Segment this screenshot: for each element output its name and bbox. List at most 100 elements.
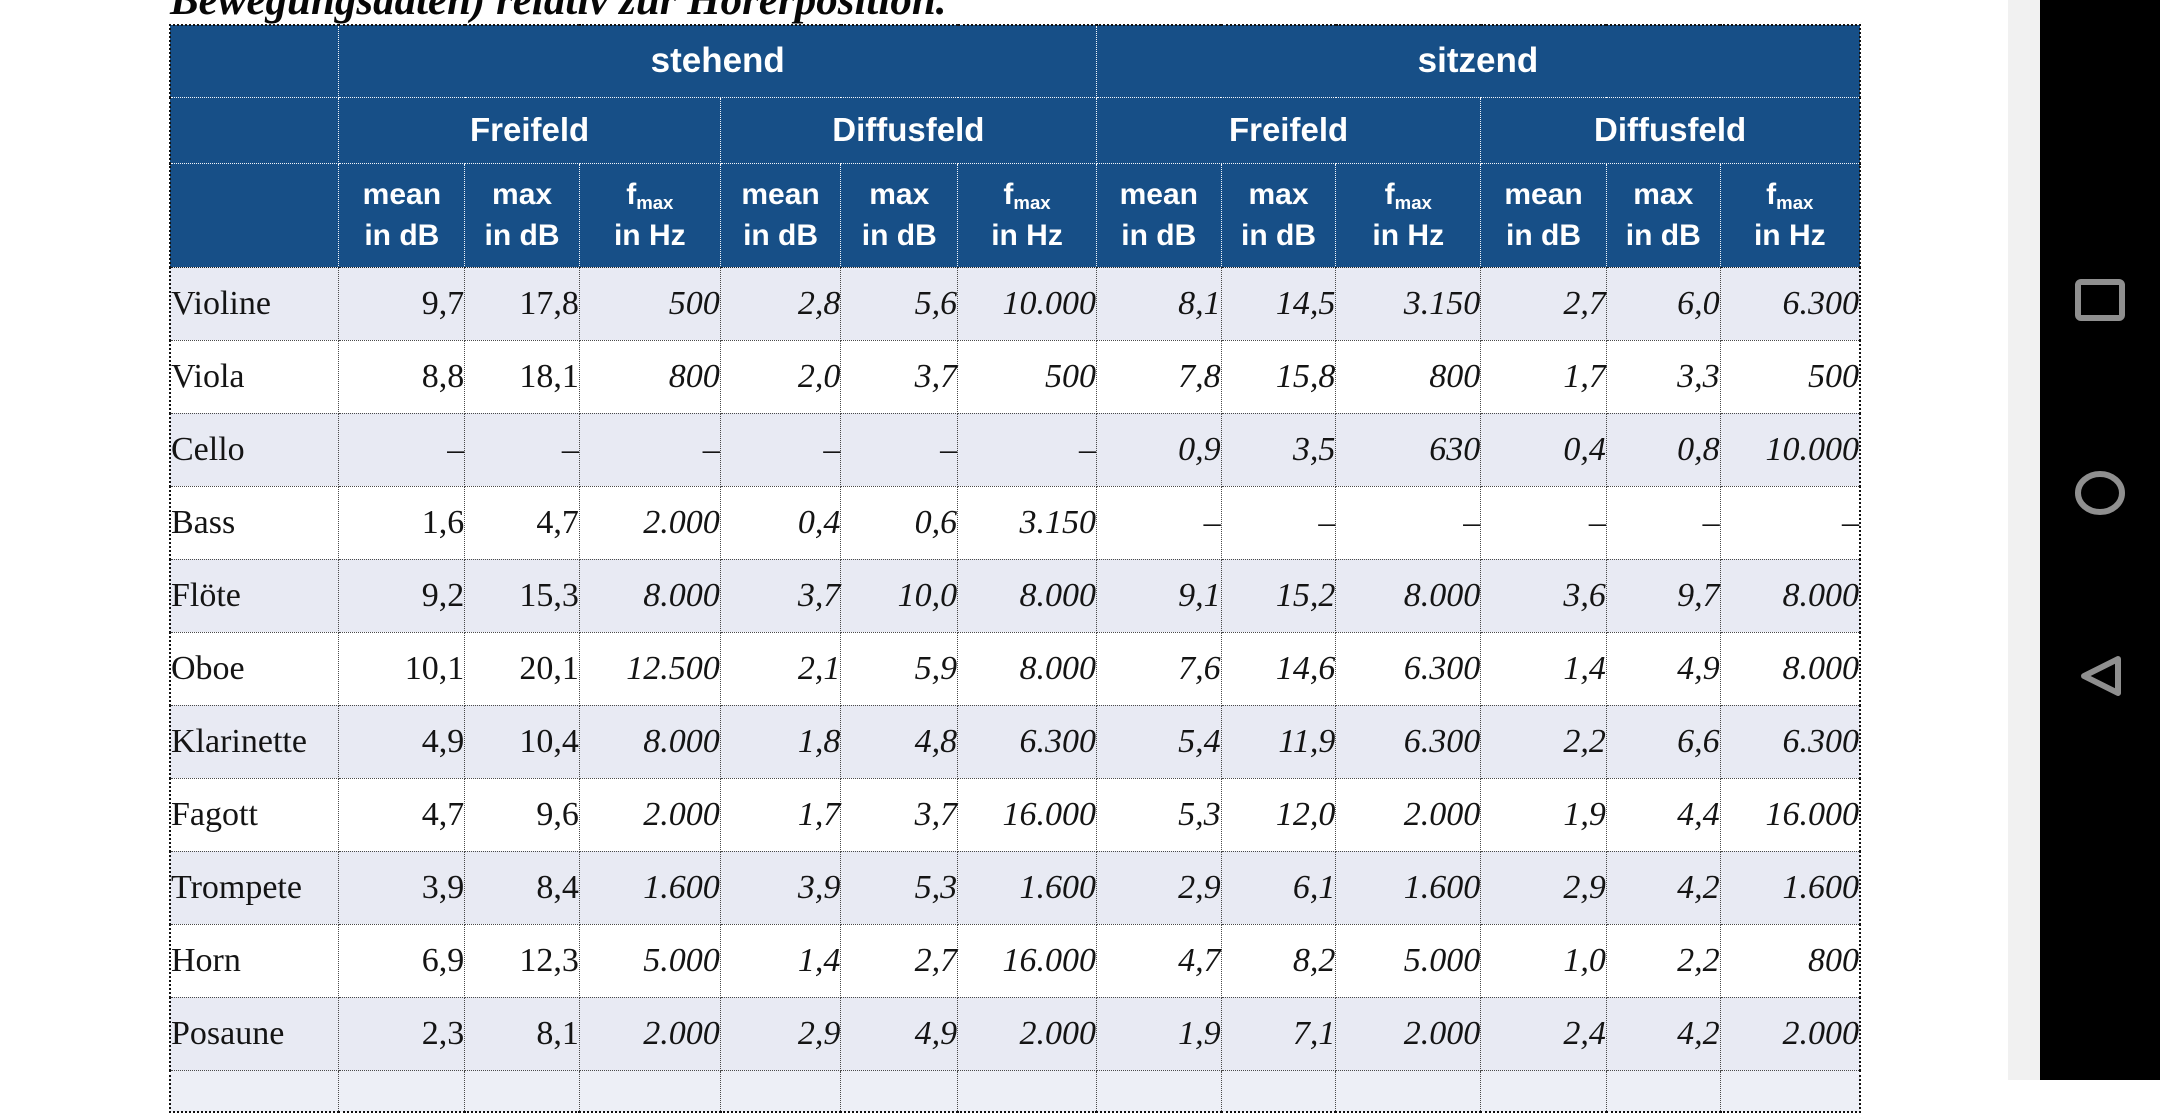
group-header-sitzend: sitzend: [1095, 24, 1861, 98]
value-cell: 8,8: [338, 339, 466, 414]
value-cell: 8,1: [1095, 266, 1222, 341]
field-header-freifeld: Freifeld: [338, 96, 721, 164]
value-cell: 3,7: [840, 777, 959, 852]
value-cell: 3,9: [719, 850, 842, 925]
col-header-mean-db: mean in dB: [338, 162, 466, 268]
home-circle-icon[interactable]: [2074, 470, 2126, 516]
value-cell: 16.000: [957, 777, 1097, 852]
value-cell: 2.000: [578, 485, 721, 560]
recents-square-icon[interactable]: [2074, 278, 2126, 322]
value-cell: 5,4: [1095, 704, 1222, 779]
value-cell: 6,6: [1605, 704, 1721, 779]
value-cell: 8.000: [1719, 558, 1861, 633]
value-cell: 15,8: [1220, 339, 1337, 414]
value-cell: 1,7: [1480, 339, 1607, 414]
value-cell: 6,9: [338, 923, 466, 998]
corner-cell: [169, 96, 340, 164]
value-cell: 630: [1335, 412, 1482, 487]
instrument-cell: Posaune: [169, 996, 340, 1071]
value-cell: 2,2: [1605, 923, 1721, 998]
col-header-fmax-hz: fmax in Hz: [1719, 162, 1861, 268]
value-cell: [1605, 1069, 1721, 1112]
value-cell: 3.150: [1335, 266, 1482, 341]
value-cell: –: [957, 412, 1097, 487]
value-cell: 0,9: [1095, 412, 1222, 487]
value-cell: 1,4: [719, 923, 842, 998]
value-cell: 4,7: [1095, 923, 1222, 998]
col-header-max-db: max in dB: [840, 162, 959, 268]
value-cell: 800: [1335, 339, 1482, 414]
value-cell: 8,2: [1220, 923, 1337, 998]
value-cell: 5,3: [1095, 777, 1222, 852]
value-cell: 2,3: [338, 996, 466, 1071]
table-row: Viola 8,8 18,1 800 2,0 3,7 500 7,8 15,8 …: [169, 339, 1861, 414]
value-cell: 0,4: [1480, 412, 1607, 487]
value-cell: –: [719, 412, 842, 487]
value-cell: –: [840, 412, 959, 487]
value-cell: 500: [578, 266, 721, 341]
value-cell: 6.300: [1335, 631, 1482, 706]
value-cell: [840, 1069, 959, 1112]
table-row: Klarinette 4,9 10,4 8.000 1,8 4,8 6.300 …: [169, 704, 1861, 779]
instrument-cell: Horn: [169, 923, 340, 998]
value-cell: 8.000: [957, 558, 1097, 633]
table-row: Fagott 4,7 9,6 2.000 1,7 3,7 16.000 5,3 …: [169, 777, 1861, 852]
field-header-freifeld: Freifeld: [1095, 96, 1482, 164]
value-cell: 2.000: [578, 996, 721, 1071]
instrument-cell: Cello: [169, 412, 340, 487]
table-row: Cello – – – – – – 0,9 3,5 630 0,4 0,8 10…: [169, 412, 1861, 487]
value-cell: 5,6: [840, 266, 959, 341]
value-cell: 0,8: [1605, 412, 1721, 487]
value-cell: 3,7: [719, 558, 842, 633]
value-cell: 3,7: [840, 339, 959, 414]
value-cell: 1.600: [578, 850, 721, 925]
field-header-row: Freifeld Diffusfeld Freifeld Diffusfeld: [169, 96, 1861, 164]
value-cell: 9,7: [338, 266, 466, 341]
value-cell: 8.000: [578, 558, 721, 633]
back-triangle-icon[interactable]: [2076, 653, 2124, 699]
value-cell: 2,7: [840, 923, 959, 998]
value-cell: 4,7: [464, 485, 580, 560]
value-cell: 3,3: [1605, 339, 1721, 414]
value-cell: 2,1: [719, 631, 842, 706]
value-cell: 2,9: [1095, 850, 1222, 925]
value-cell: 4,8: [840, 704, 959, 779]
value-cell: [1220, 1069, 1337, 1112]
value-cell: 3,9: [338, 850, 466, 925]
value-cell: 4,7: [338, 777, 466, 852]
value-cell: 8.000: [1719, 631, 1861, 706]
value-cell: [578, 1069, 721, 1112]
value-cell: –: [1719, 485, 1861, 560]
value-cell: 3,5: [1220, 412, 1337, 487]
value-cell: –: [1095, 485, 1222, 560]
field-header-diffusfeld: Diffusfeld: [1480, 96, 1861, 164]
android-navigation-bar: [2040, 0, 2160, 1080]
table-row: Horn 6,9 12,3 5.000 1,4 2,7 16.000 4,7 8…: [169, 923, 1861, 998]
value-cell: [1719, 1069, 1861, 1112]
value-cell: 3,6: [1480, 558, 1607, 633]
value-cell: 2,7: [1480, 266, 1607, 341]
value-cell: 5.000: [578, 923, 721, 998]
value-cell: 1,9: [1480, 777, 1607, 852]
value-cell: 8.000: [578, 704, 721, 779]
value-cell: 2.000: [578, 777, 721, 852]
group-header-row: stehend sitzend: [169, 24, 1861, 98]
value-cell: 1,9: [1095, 996, 1222, 1071]
instrument-cell: Viola: [169, 339, 340, 414]
value-cell: 2,0: [719, 339, 842, 414]
measurement-table: stehend sitzend Freifeld Diffusfeld Frei…: [169, 24, 1861, 1113]
col-header-mean-db: mean in dB: [1480, 162, 1607, 268]
value-cell: 2,4: [1480, 996, 1607, 1071]
value-cell: 15,3: [464, 558, 580, 633]
value-cell: 11,9: [1220, 704, 1337, 779]
table-row: Oboe 10,1 20,1 12.500 2,1 5,9 8.000 7,6 …: [169, 631, 1861, 706]
col-header-fmax-hz: fmax in Hz: [578, 162, 721, 268]
value-cell: 7,1: [1220, 996, 1337, 1071]
value-cell: 10,0: [840, 558, 959, 633]
value-cell: –: [578, 412, 721, 487]
value-cell: 1,0: [1480, 923, 1607, 998]
value-cell: 9,6: [464, 777, 580, 852]
value-cell: –: [464, 412, 580, 487]
instrument-cell: Oboe: [169, 631, 340, 706]
instrument-cell: Flöte: [169, 558, 340, 633]
